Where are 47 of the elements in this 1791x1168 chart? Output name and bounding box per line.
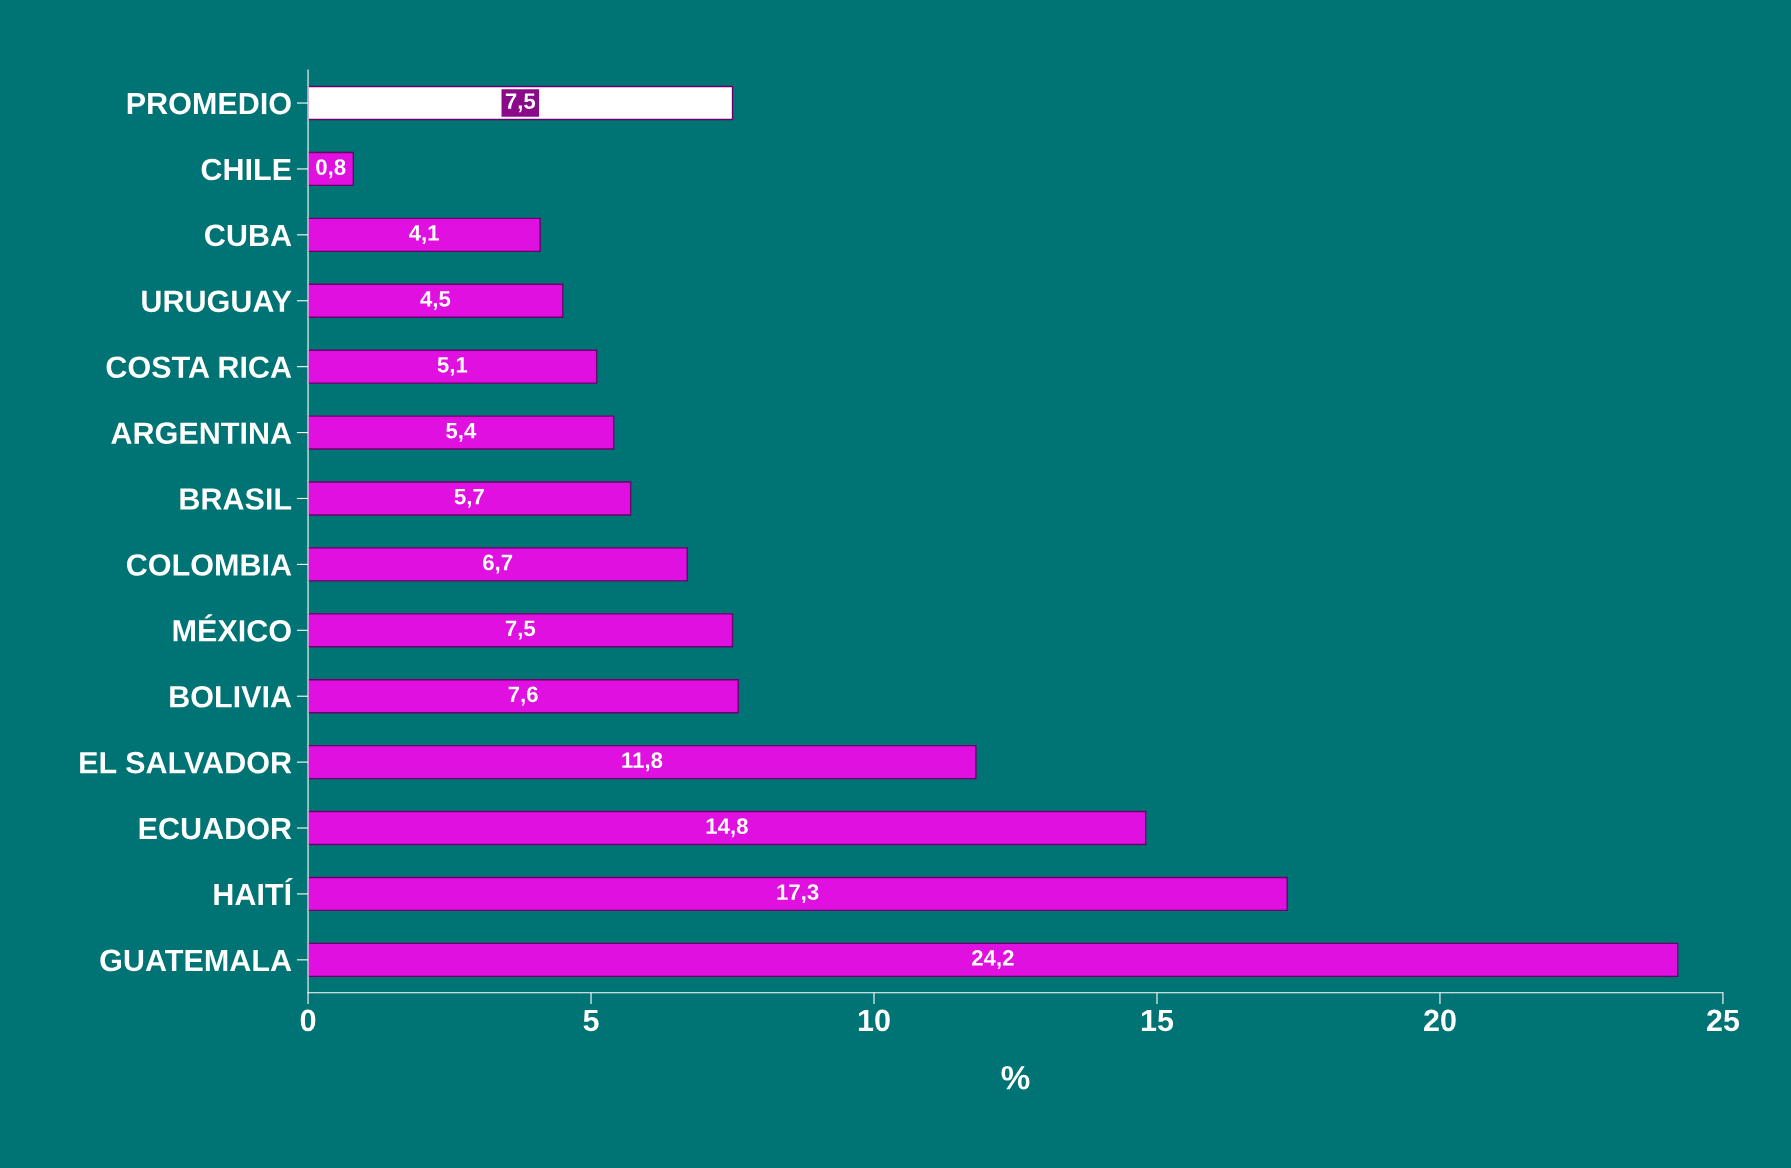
- bar: [308, 810, 1147, 846]
- x-tick-label: 15: [1141, 1009, 1174, 1032]
- bar: [308, 613, 734, 648]
- y-tick-label: ECUADOR: [139, 817, 292, 840]
- y-tick-label: CHILE: [201, 158, 291, 181]
- x-tick-label: 0: [300, 1009, 316, 1032]
- y-tick-label: ARGENTINA: [111, 422, 292, 444]
- x-tick-label: 5: [583, 1009, 599, 1032]
- bar: [308, 942, 1679, 978]
- bar: [308, 481, 632, 516]
- x-tick-label: 20: [1424, 1009, 1456, 1032]
- x-tick-label: 25: [1707, 1009, 1740, 1032]
- bar: [308, 547, 688, 582]
- data-label: 14,8: [706, 818, 748, 838]
- bar: [308, 744, 977, 780]
- data-label: 24,2: [972, 950, 1014, 970]
- y-tick-label: GUATEMALA: [100, 949, 292, 972]
- data-label: 0,8: [316, 159, 346, 179]
- y-tick-label: BOLIVIA: [170, 685, 292, 708]
- bar: [308, 679, 739, 714]
- y-tick-label: BRASIL: [180, 488, 292, 510]
- bar: [308, 217, 541, 253]
- bar: [308, 876, 1288, 912]
- y-tick-label: PROMEDIO: [127, 92, 291, 115]
- data-label: 4,1: [408, 225, 439, 245]
- data-label: 7,6: [508, 686, 538, 706]
- data-label: 17,3: [777, 884, 819, 904]
- data-label: 4,5: [420, 291, 451, 310]
- x-tick-label: 10: [858, 1009, 890, 1032]
- data-label: 7,5: [505, 93, 536, 113]
- y-tick-label: EL SALVADOR: [80, 751, 292, 774]
- data-label: 11,8: [622, 752, 663, 772]
- bar: [308, 349, 598, 384]
- data-label: 6,7: [483, 554, 513, 574]
- data-label: 7,5: [505, 620, 536, 640]
- y-tick-label: HAITÍ: [214, 877, 293, 906]
- y-tick-label: COSTA RICA: [106, 356, 292, 379]
- data-label: 5,4: [446, 423, 477, 442]
- y-tick-label: MÉXICO: [173, 614, 291, 642]
- data-label: 5,1: [437, 357, 468, 376]
- x-axis-title: %: [1001, 1066, 1030, 1090]
- y-tick-label: URUGUAY: [142, 290, 292, 313]
- bar: [308, 283, 564, 318]
- y-tick-label: COLOMBIA: [127, 554, 292, 576]
- data-label: 5,7: [454, 488, 484, 508]
- y-tick-label: CUBA: [205, 224, 292, 247]
- bar: [308, 415, 615, 450]
